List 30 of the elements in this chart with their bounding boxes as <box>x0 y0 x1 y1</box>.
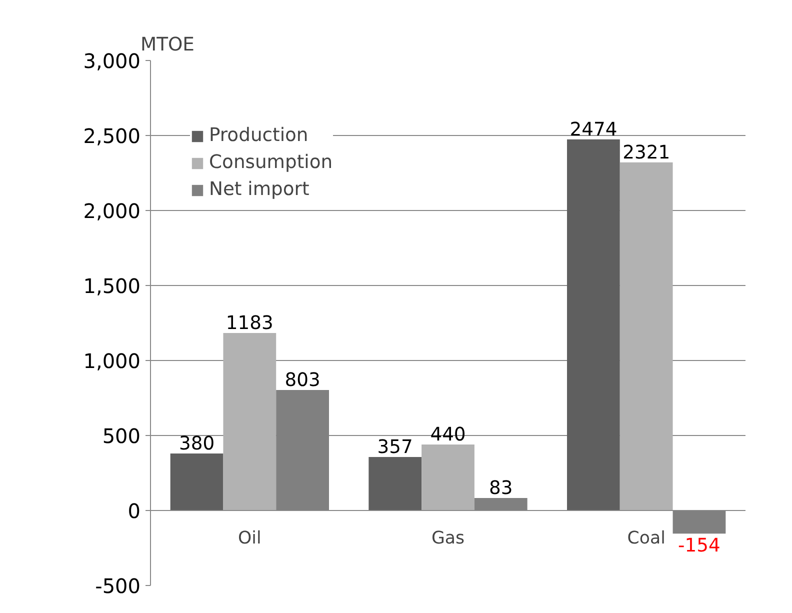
bar <box>368 456 422 510</box>
x-tick-label: Oil <box>238 528 262 548</box>
y-tick-label: -500 <box>95 574 140 598</box>
bar <box>223 333 276 510</box>
bar <box>170 454 224 510</box>
y-tick-label: 1,500 <box>83 274 141 298</box>
legend-label: Production <box>209 125 308 146</box>
y-tick-label: 500 <box>102 424 141 448</box>
y-tick-label: 2,000 <box>83 199 141 223</box>
legend-label: Net import <box>209 179 310 200</box>
x-tick-label: Coal <box>627 528 666 548</box>
data-label: 803 <box>284 370 320 392</box>
data-label: 2474 <box>570 119 618 140</box>
x-tick-label: Gas <box>431 528 465 548</box>
data-label: -154 <box>678 536 720 557</box>
y-tick-label: 1,000 <box>83 349 141 373</box>
data-label: 440 <box>430 424 466 446</box>
data-label: 357 <box>377 436 413 458</box>
y-axis-title: MTOE <box>140 34 194 56</box>
data-label: 2321 <box>622 142 670 164</box>
data-label: 380 <box>178 434 215 454</box>
bar <box>620 162 673 510</box>
data-label: 83 <box>489 478 513 500</box>
bar <box>567 139 620 510</box>
data-label: 1183 <box>226 313 274 334</box>
legend-label: Consumption <box>209 152 333 173</box>
y-tick-label: 0 <box>128 499 141 523</box>
y-tick-label: 3,000 <box>83 49 141 73</box>
y-tick-label: 2,500 <box>83 124 141 148</box>
bar <box>422 444 474 510</box>
